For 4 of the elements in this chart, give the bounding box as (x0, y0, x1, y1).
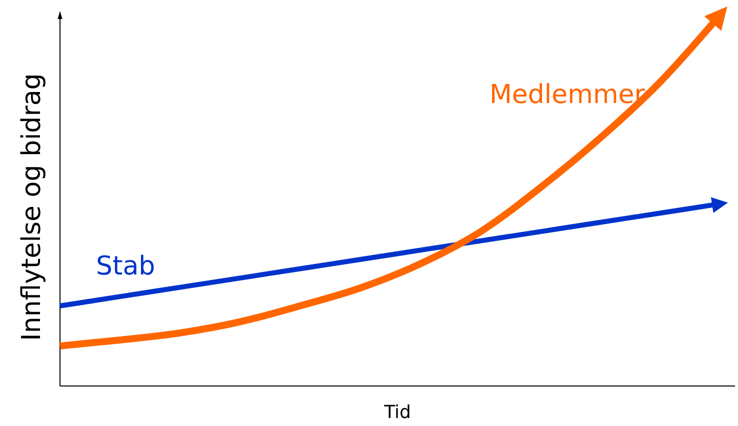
series-label: Medlemmer (490, 80, 646, 110)
x-axis-title: Tid (383, 402, 411, 423)
series-label: Stab (96, 252, 156, 282)
y-axis-title: Innflytelse og bidrag (17, 73, 47, 341)
